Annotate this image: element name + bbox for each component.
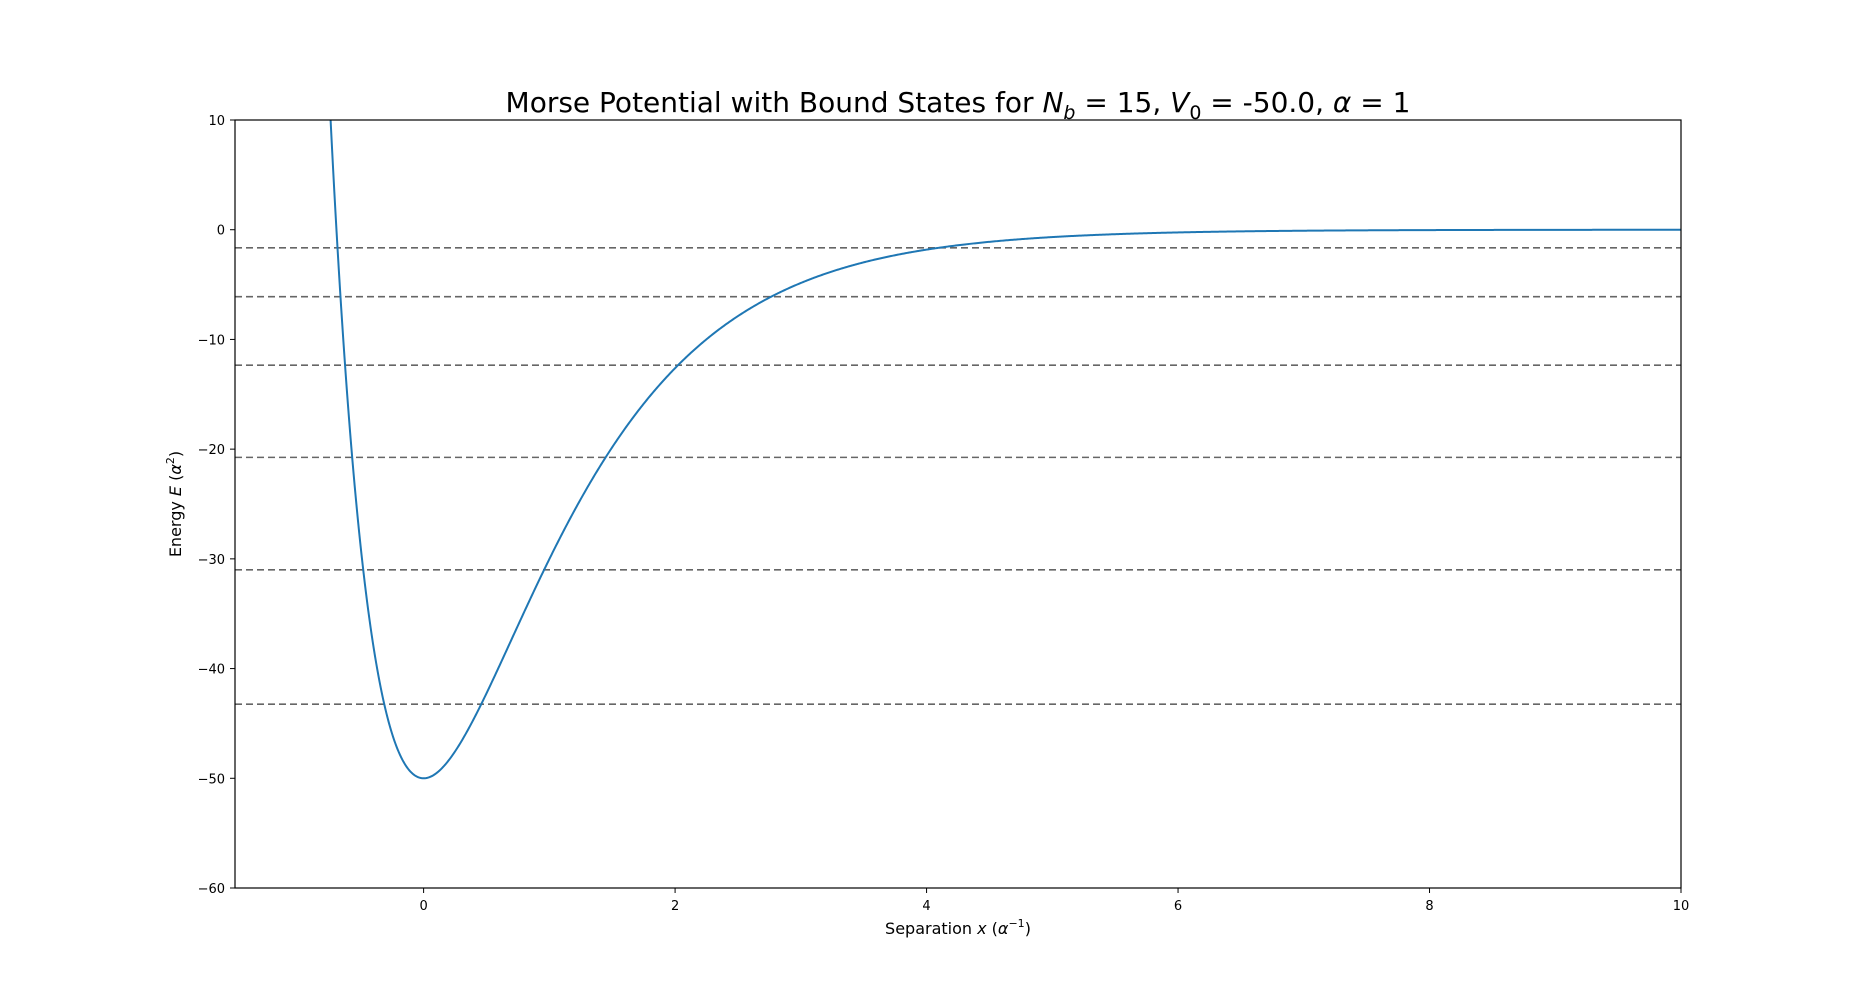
y-tick-label: −10	[198, 333, 225, 348]
y-axis-label: Energy E (α2)	[164, 451, 185, 557]
chart-title: Morse Potential with Bound States for Nb…	[506, 86, 1411, 124]
y-tick-label: −60	[198, 882, 225, 897]
morse-potential-curve	[329, 120, 1681, 780]
x-axis-label: Separation x (α−1)	[885, 917, 1031, 938]
x-tick-label: 2	[671, 899, 679, 914]
x-axis-ticks: 0 2 4 6 8 10	[419, 888, 1689, 914]
x-tick-label: 4	[922, 899, 930, 914]
y-axis-ticks: −60 −50 −40 −30 −20 −10 0 10	[198, 114, 235, 897]
y-tick-label: −40	[198, 663, 225, 678]
y-tick-label: 10	[208, 114, 225, 129]
y-tick-label: −30	[198, 553, 225, 568]
bound-state-lines	[235, 247, 1681, 706]
x-tick-label: 8	[1425, 899, 1433, 914]
x-tick-label: 0	[419, 899, 427, 914]
y-tick-label: −20	[198, 443, 225, 458]
y-tick-label: 0	[217, 224, 225, 239]
y-tick-label: −50	[198, 772, 225, 787]
x-tick-label: 10	[1673, 899, 1690, 914]
plot-frame	[234, 119, 1682, 889]
x-tick-label: 6	[1174, 899, 1182, 914]
